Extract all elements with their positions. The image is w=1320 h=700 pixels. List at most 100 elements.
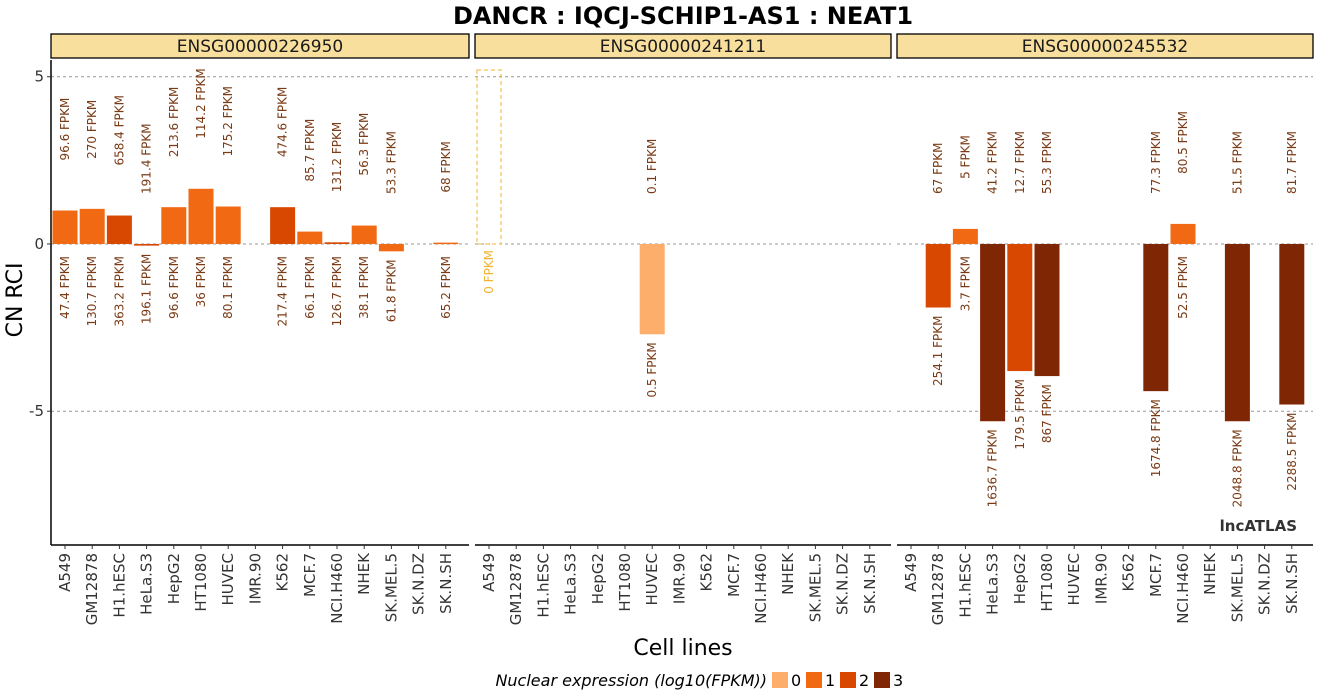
x-tick-label: HeLa.S3 [984, 553, 1002, 615]
panel-strip [50, 33, 470, 59]
bar-label-bottom: 1636.7 FPKM [986, 429, 1000, 507]
bar-K562 [270, 207, 296, 244]
bar-label-top: 67 FPKM [931, 143, 945, 194]
x-tick-label: GM12878 [507, 553, 525, 625]
x-tick-label: HUVEC [219, 553, 237, 605]
x-tick-label: HepG2 [165, 553, 183, 604]
bar-label-top: 80.5 FPKM [1176, 111, 1190, 174]
bar-label-bottom: 0 FPKM [482, 250, 496, 294]
x-tick-label: A549 [56, 553, 74, 592]
bar-label-bottom: 61.8 FPKM [384, 259, 398, 322]
legend-label-0: 0 [791, 671, 801, 690]
bar-label-top: 114.2 FPKM [194, 68, 208, 139]
bar-SK.N.SH [1279, 243, 1305, 405]
legend-label-1: 1 [825, 671, 835, 690]
bar-SK.MEL.5 [378, 243, 404, 252]
bar-NCI.H460 [1170, 223, 1196, 244]
bar-label-bottom: 217.4 FPKM [276, 256, 290, 327]
bar-HT1080 [188, 188, 214, 244]
bar-label-bottom: 2048.8 FPKM [1230, 429, 1244, 507]
x-tick-label: H1.hESC [534, 553, 552, 618]
bar-label-bottom: 867 FPKM [1040, 384, 1054, 443]
legend-swatch-3 [874, 672, 890, 688]
bar-label-top: 658.4 FPKM [112, 95, 126, 166]
lncatlas-watermark: lncATLAS [1220, 517, 1297, 535]
bar-label-top: 175.2 FPKM [221, 86, 235, 157]
x-tick-label: HT1080 [616, 553, 634, 612]
x-tick-label: HepG2 [1011, 553, 1029, 604]
y-axis-label: CN RCI [3, 263, 28, 338]
bar-label-top: 0.1 FPKM [645, 139, 659, 194]
x-tick-label: A549 [480, 553, 498, 592]
bar-label-bottom: 96.6 FPKM [167, 256, 181, 319]
bar-label-top: 53.3 FPKM [384, 131, 398, 194]
bar-HepG2 [1007, 243, 1033, 372]
panel-ENSG00000245532: ENSG00000245532 A549 GM12878 H1.hESC HeLa.S3… [896, 33, 1314, 625]
bar-label-top: 191.4 FPKM [140, 123, 154, 194]
x-tick-label: NCI.H460 [328, 553, 346, 624]
chart-title: DANCR : IQCJ-SCHIP1-AS1 : NEAT1 [453, 2, 913, 30]
bar-H1.hESC [952, 228, 978, 244]
y-tick-label: 0 [34, 235, 44, 253]
bar-label-bottom: 3.7 FPKM [958, 256, 972, 311]
x-tick-label: HepG2 [589, 553, 607, 604]
legend-label-2: 2 [859, 671, 869, 690]
bar-label-bottom: 0.5 FPKM [645, 342, 659, 397]
panel-strip-label: ENSG00000226950 [177, 37, 343, 57]
x-tick-label: IMR.90 [246, 553, 264, 604]
panel-strip-label: ENSG00000245532 [1022, 37, 1188, 57]
x-tick-label: HeLa.S3 [138, 553, 156, 615]
bar-label-bottom: 47.4 FPKM [58, 256, 72, 319]
bar-HeLa.S3 [134, 243, 160, 246]
x-tick-label: NCI.H460 [752, 553, 770, 624]
bar-label-top: 12.7 FPKM [1013, 131, 1027, 194]
bar-label-top: 474.6 FPKM [276, 87, 290, 158]
x-tick-label: A549 [902, 553, 920, 592]
x-tick-label: SK.N.DZ [410, 553, 428, 615]
panel-ENSG00000226950: ENSG00000226950 A549 GM12878 H1.hESC HeLa.S3… [50, 33, 470, 625]
x-tick-label: HeLa.S3 [562, 553, 580, 615]
bar-label-top: 5 FPKM [958, 135, 972, 179]
x-tick-label: MCF.7 [1147, 553, 1165, 597]
x-tick-label: NHEK [355, 552, 373, 595]
x-tick-label: HUVEC [1065, 553, 1083, 605]
x-tick-label: SK.MEL.5 [806, 553, 824, 622]
panel-strip [474, 33, 892, 59]
x-tick-label: NHEK [779, 552, 797, 595]
x-tick-label: SK.N.SH [861, 553, 879, 614]
panel-strip-label: ENSG00000241211 [600, 37, 766, 57]
panels: ENSG00000226950 A549 GM12878 H1.hESC HeLa.S3… [50, 33, 1314, 625]
y-tick-label: 5 [34, 68, 44, 86]
bar-label-top: 131.2 FPKM [330, 122, 344, 193]
panel-ENSG00000241211: ENSG00000241211 A549 GM12878 H1.hESC HeLa.S3… [474, 33, 892, 625]
x-tick-label: HT1080 [1038, 553, 1056, 612]
bar-SK.N.SH [433, 242, 459, 245]
x-tick-label: K562 [698, 553, 716, 591]
bar-label-bottom: 36 FPKM [194, 256, 208, 307]
bar-label-top: 85.7 FPKM [303, 119, 317, 182]
x-axis-label: Cell lines [633, 636, 732, 661]
bar-label-bottom: 196.1 FPKM [140, 254, 154, 325]
bar-NCI.H460 [324, 242, 350, 244]
x-tick-label: HT1080 [192, 553, 210, 612]
bar-HepG2 [161, 207, 187, 244]
bar-GM12878 [79, 208, 105, 244]
bar-label-top: 56.3 FPKM [357, 113, 371, 176]
bar-label-bottom: 52.5 FPKM [1176, 256, 1190, 319]
bar-A549 [52, 210, 78, 244]
bar-HeLa.S3 [980, 243, 1006, 422]
x-tick-label: H1.hESC [110, 553, 128, 618]
bar-label-top: 213.6 FPKM [167, 87, 181, 158]
bar-A549 [476, 69, 502, 245]
x-tick-label: H1.hESC [956, 553, 974, 618]
bar-label-bottom: 363.2 FPKM [112, 256, 126, 327]
bar-HUVEC [215, 206, 241, 244]
bar-label-bottom: 65.2 FPKM [439, 256, 453, 319]
x-tick-label: MCF.7 [725, 553, 743, 597]
bar-label-top: 270 FPKM [85, 100, 99, 159]
x-tick-label: K562 [1120, 553, 1138, 591]
legend-swatch-0 [772, 672, 788, 688]
x-tick-label: HUVEC [643, 553, 661, 605]
bar-label-bottom: 66.1 FPKM [303, 256, 317, 319]
